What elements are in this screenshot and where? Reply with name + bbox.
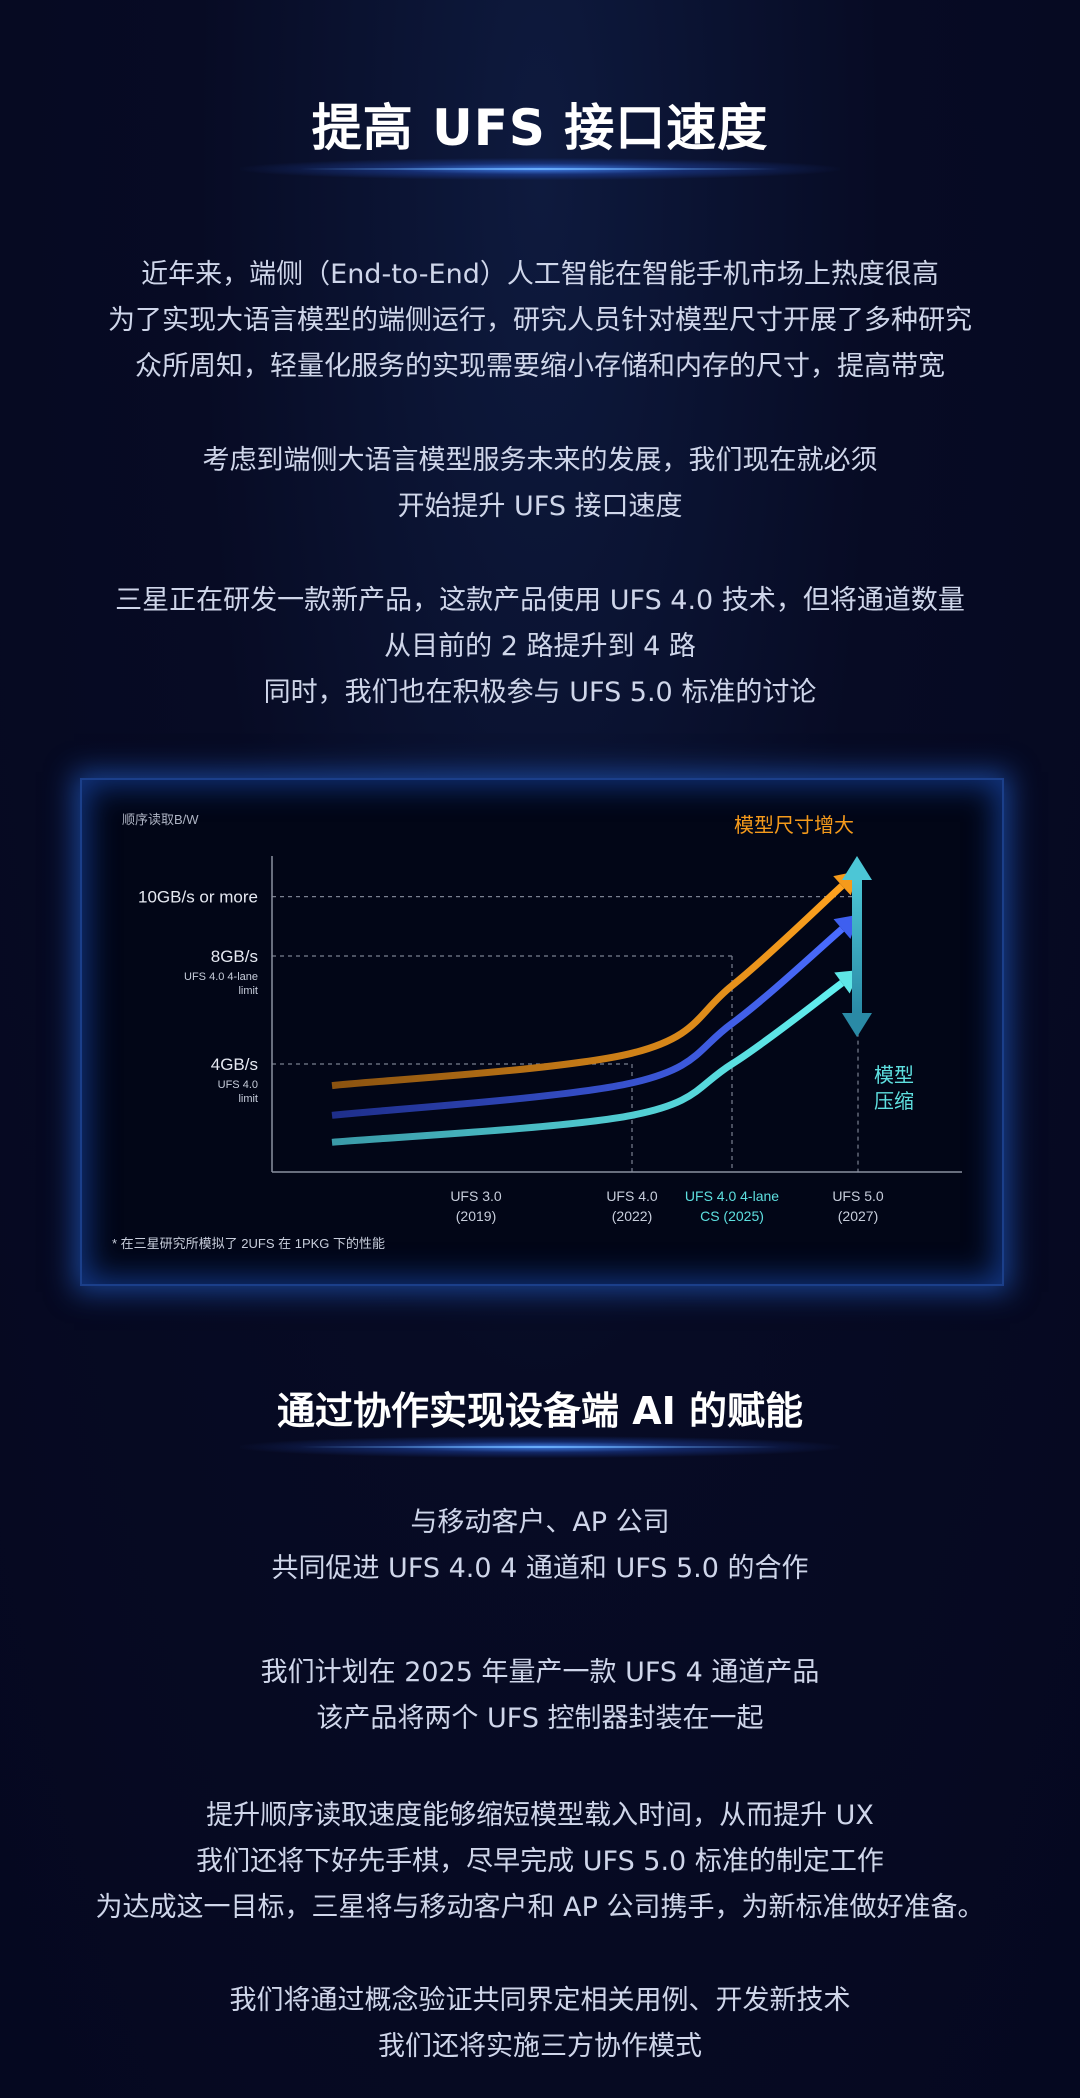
text-line: 我们还将实施三方协作模式 bbox=[378, 2031, 702, 2062]
annotation-compress: 压缩 bbox=[874, 1090, 914, 1113]
text-line: 为达成这一目标，三星将与移动客户和 AP 公司携手，为新标准做好准备。 bbox=[95, 1892, 985, 1923]
plan-paragraph: 我们计划在 2025 年量产一款 UFS 4 通道产品 该产品将两个 UFS 控… bbox=[0, 1650, 1080, 1742]
text-line: 我们还将下好先手棋，尽早完成 UFS 5.0 标准的制定工作 bbox=[196, 1846, 884, 1877]
text-line: 提升顺序读取速度能够缩短模型载入时间，从而提升 UX bbox=[206, 1800, 874, 1831]
series-line-0 bbox=[331, 883, 845, 1090]
x-tick-label: UFS 4.0 bbox=[606, 1188, 658, 1204]
series-line-2 bbox=[331, 980, 845, 1146]
ux-paragraph: 提升顺序读取速度能够缩短模型载入时间，从而提升 UX 我们还将下好先手棋，尽早完… bbox=[0, 1793, 1080, 1931]
annotation-model: 模型 bbox=[874, 1064, 914, 1087]
text-line: 考虑到端侧大语言模型服务未来的发展，我们现在就必须 bbox=[202, 445, 878, 476]
y-tick-label: 10GB/s or more bbox=[138, 888, 258, 907]
range-arrow-up bbox=[842, 856, 872, 880]
range-arrow-shaft bbox=[852, 878, 862, 1013]
y-tick-note: limit bbox=[238, 985, 258, 997]
x-tick-sublabel: CS (2025) bbox=[700, 1208, 764, 1224]
product-paragraph: 三星正在研发一款新产品，这款产品使用 UFS 4.0 技术，但将通道数量 从目前… bbox=[0, 578, 1080, 716]
text-line: 近年来，端侧（End-to-End）人工智能在智能手机市场上热度很高 bbox=[141, 259, 939, 290]
text-line: 从目前的 2 路提升到 4 路 bbox=[384, 631, 696, 662]
x-tick-sublabel: (2019) bbox=[456, 1208, 496, 1224]
bandwidth-chart: 顺序读取B/W 10GB/s or more 8GB/s 4GB/s UFS 4.0 4… bbox=[112, 812, 962, 1251]
range-arrow-down bbox=[842, 1013, 872, 1037]
text-line: 为了实现大语言模型的端侧运行，研究人员针对模型尺寸开展了多种研究 bbox=[108, 305, 972, 336]
future-paragraph: 考虑到端侧大语言模型服务未来的发展，我们现在就必须 开始提升 UFS 接口速度 bbox=[0, 438, 1080, 530]
page-title: 提高 UFS 接口速度 bbox=[311, 99, 769, 157]
text-line: 与移动客户、AP 公司 bbox=[410, 1507, 670, 1538]
text-line: 开始提升 UFS 接口速度 bbox=[397, 491, 683, 522]
series-line-1 bbox=[331, 926, 845, 1119]
poc-paragraph: 我们将通过概念验证共同界定相关用例、开发新技术 我们还将实施三方协作模式 bbox=[0, 1978, 1080, 2070]
y-tick-note: limit bbox=[238, 1093, 258, 1105]
text-line: 三星正在研发一款新产品，这款产品使用 UFS 4.0 技术，但将通道数量 bbox=[115, 585, 965, 616]
x-tick-label: UFS 3.0 bbox=[450, 1188, 502, 1204]
text-line: 众所周知，轻量化服务的实现需要缩小存储和内存的尺寸，提高带宽 bbox=[135, 351, 945, 382]
annotation-size-grow: 模型尺寸增大 bbox=[734, 814, 854, 837]
y-tick-label: 4GB/s bbox=[211, 1055, 258, 1074]
text-line: 我们将通过概念验证共同界定相关用例、开发新技术 bbox=[229, 1985, 851, 2016]
title-underline bbox=[300, 168, 780, 170]
y-axis-title: 顺序读取B/W bbox=[122, 812, 199, 827]
text-line: 同时，我们也在积极参与 UFS 5.0 标准的讨论 bbox=[263, 677, 817, 708]
intro-paragraph: 近年来，端侧（End-to-End）人工智能在智能手机市场上热度很高 为了实现大… bbox=[0, 252, 1080, 390]
text-line: 该产品将两个 UFS 控制器封装在一起 bbox=[316, 1703, 764, 1734]
x-tick-sublabel: (2027) bbox=[838, 1208, 878, 1224]
collab-paragraph: 与移动客户、AP 公司 共同促进 UFS 4.0 4 通道和 UFS 5.0 的… bbox=[0, 1500, 1080, 1592]
y-tick-label: 8GB/s bbox=[211, 947, 258, 966]
text-line: 我们计划在 2025 年量产一款 UFS 4 通道产品 bbox=[260, 1657, 820, 1688]
x-tick-label: UFS 5.0 bbox=[832, 1188, 884, 1204]
y-tick-note: UFS 4.0 4-lane bbox=[184, 971, 258, 983]
title-underline bbox=[300, 1446, 780, 1448]
text-line: 共同促进 UFS 4.0 4 通道和 UFS 5.0 的合作 bbox=[271, 1553, 809, 1584]
chart-panel: 顺序读取B/W 10GB/s or more 8GB/s 4GB/s UFS 4.0 4… bbox=[82, 780, 1002, 1284]
x-tick-sublabel: (2022) bbox=[612, 1208, 652, 1224]
chart-footnote: * 在三星研究所模拟了 2UFS 在 1PKG 下的性能 bbox=[112, 1236, 385, 1251]
x-tick-label: UFS 4.0 4-lane bbox=[685, 1188, 779, 1204]
section-title: 通过协作实现设备端 AI 的赋能 bbox=[276, 1389, 803, 1433]
y-tick-note: UFS 4.0 bbox=[218, 1079, 258, 1091]
